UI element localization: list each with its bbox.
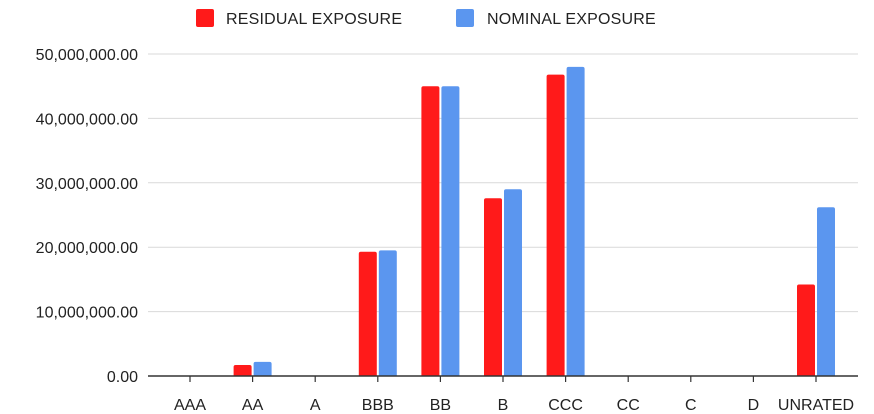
bar-residual-bbb bbox=[358, 251, 377, 376]
y-tick-label: 10,000,000.00 bbox=[36, 305, 138, 322]
bars bbox=[233, 66, 835, 376]
legend: RESIDUAL EXPOSURE NOMINAL EXPOSURE bbox=[196, 9, 656, 28]
y-tick-label: 50,000,000.00 bbox=[36, 47, 138, 64]
y-tick-label: 40,000,000.00 bbox=[36, 111, 138, 128]
bar-residual-b bbox=[484, 198, 502, 376]
y-tick-label: 20,000,000.00 bbox=[36, 240, 138, 257]
x-tick-label: C bbox=[685, 397, 697, 414]
legend-label-nominal: NOMINAL EXPOSURE bbox=[487, 11, 656, 28]
y-tick-label: 30,000,000.00 bbox=[36, 176, 138, 193]
x-tick-label: AAA bbox=[174, 397, 206, 414]
legend-label-residual: RESIDUAL EXPOSURE bbox=[226, 11, 402, 28]
bar-residual-unrated bbox=[797, 284, 815, 376]
bar-residual-ccc bbox=[546, 74, 565, 376]
x-tick-label: BBB bbox=[362, 397, 394, 414]
x-tick-label: BB bbox=[430, 397, 451, 414]
bar-nominal-unrated bbox=[817, 207, 835, 376]
x-tick-label: UNRATED bbox=[778, 397, 854, 414]
x-tick-label: AA bbox=[242, 397, 264, 414]
x-tick-label: B bbox=[498, 397, 509, 414]
gridlines bbox=[148, 53, 858, 313]
x-tick-label: CCC bbox=[548, 397, 583, 414]
y-axis: 0.00 10,000,000.00 20,000,000.00 30,000,000… bbox=[36, 47, 138, 386]
x-tick-label: A bbox=[310, 397, 321, 414]
legend-swatch-residual bbox=[196, 9, 214, 27]
x-tick-label: CC bbox=[617, 397, 640, 414]
bar-residual-bb bbox=[421, 86, 440, 376]
bar-residual-aa bbox=[233, 365, 252, 376]
legend-swatch-nominal bbox=[456, 9, 474, 27]
bar-nominal-b bbox=[504, 189, 522, 376]
y-tick-label: 0.00 bbox=[107, 369, 138, 386]
bar-nominal-bb bbox=[441, 86, 460, 376]
x-tick-label: D bbox=[748, 397, 760, 414]
bar-nominal-aa bbox=[253, 361, 272, 376]
x-axis: AAA AA A BBB BB B CCC CC C D UNRATED bbox=[148, 375, 858, 414]
bar-nominal-ccc bbox=[566, 66, 585, 376]
bar-nominal-bbb bbox=[378, 250, 397, 376]
